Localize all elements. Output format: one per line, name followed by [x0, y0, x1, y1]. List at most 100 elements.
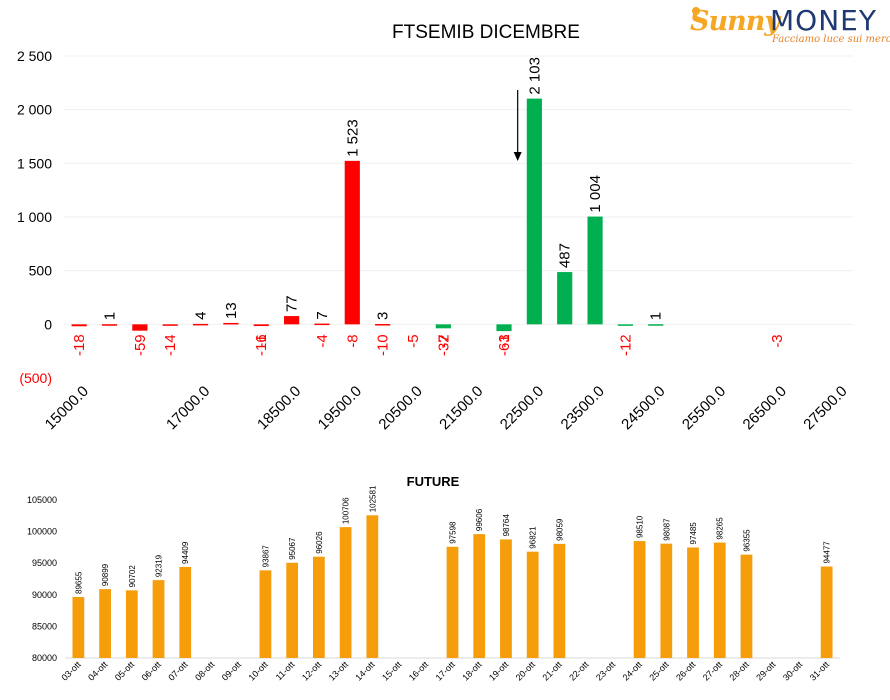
chart1-ytick-label: 2 000 — [17, 102, 52, 118]
chart1-xtick-label: 24500.0 — [618, 383, 668, 433]
chart2-bar — [446, 546, 459, 658]
chart2-xtick-label: 18-ott — [460, 659, 484, 683]
chart2-xtick-label: 15-ott — [380, 659, 404, 683]
chart2-xtick-label: 05-ott — [113, 659, 137, 683]
chart1-data-label: -8 — [344, 334, 361, 347]
chart1-bar — [557, 272, 573, 325]
chart1-data-label: -63 — [496, 334, 513, 356]
chart2-xtick-label: 03-ott — [59, 659, 83, 683]
chart2-xtick-label: 17-ott — [434, 659, 458, 683]
chart2-xtick-label: 16-ott — [407, 659, 431, 683]
chart1-data-label: 4 — [193, 312, 210, 320]
chart2-xtick-label: 26-ott — [674, 659, 698, 683]
chart1-data-label: -5 — [405, 334, 422, 347]
chart1-xtick-label: 17000.0 — [163, 383, 213, 433]
chart2-data-label: 93867 — [261, 545, 270, 568]
chart1-xtick-label: 25500.0 — [679, 383, 729, 433]
chart2-xtick-label: 28-ott — [728, 659, 752, 683]
logo-tagline: Facciamo luce sui mercati — [772, 34, 890, 45]
chart2-ytick-label: 90000 — [32, 590, 57, 600]
chart2-bar — [633, 541, 646, 658]
chart2-xtick-label: 07-ott — [166, 659, 190, 683]
chart1-data-label: 1 — [648, 312, 665, 320]
chart2-data-label: 92319 — [155, 554, 164, 577]
chart1-xtick-label: 20500.0 — [375, 383, 425, 433]
chart1-bar — [284, 316, 300, 325]
chart1-bar — [496, 324, 512, 332]
chart2-ytick-label: 105000 — [27, 495, 57, 505]
chart2-data-label: 94477 — [823, 541, 832, 564]
chart2-bar — [99, 589, 111, 658]
chart1-data-label: -3 — [769, 334, 786, 347]
chart1-xtick-label: 18500.0 — [254, 383, 304, 433]
chart2-data-label: 95067 — [288, 537, 297, 560]
chart1-bar — [253, 324, 269, 327]
chart1-bar — [162, 324, 178, 326]
chart1-bar — [344, 160, 360, 325]
chart1-ytick-label: (500) — [19, 370, 52, 386]
chart2-ytick-label: 80000 — [32, 653, 57, 663]
chart1-data-label: -18 — [71, 334, 88, 356]
chart1-bar — [223, 322, 239, 325]
chart2-data-label: 97598 — [449, 521, 458, 544]
chart2-data-label: 100706 — [342, 497, 351, 524]
chart2-xtick-label: 30-ott — [781, 659, 805, 683]
chart1-bar — [71, 324, 87, 327]
chart2-data-label: 97485 — [689, 522, 698, 545]
chart2-xtick-label: 19-ott — [487, 659, 511, 683]
chart1-data-label: 13 — [223, 302, 240, 319]
chart1-data-label: 1 — [102, 312, 119, 320]
chart2-xtick-label: 22-ott — [567, 659, 591, 683]
chart1-xtick-label: 27500.0 — [800, 383, 850, 433]
chart2-data-label: 102581 — [368, 485, 377, 512]
chart2-xtick-label: 12-ott — [300, 659, 324, 683]
chart2-xtick-label: 27-ott — [701, 659, 725, 683]
chart2-xtick-label: 10-ott — [246, 659, 270, 683]
chart1-xtick-label: 19500.0 — [315, 383, 365, 433]
chart1-data-label: 7 — [314, 311, 331, 319]
chart2-xtick-label: 25-ott — [647, 659, 671, 683]
logo-brand-left: Sunny — [690, 6, 780, 37]
chart2-bar — [339, 527, 352, 658]
chart1-data-label: 77 — [284, 295, 301, 312]
sun-icon — [692, 7, 700, 15]
chart2-data-label: 98265 — [716, 517, 725, 540]
chart1-xtick-label: 15000.0 — [42, 383, 92, 433]
chart1-bar — [375, 324, 391, 326]
chart1-bar — [587, 216, 603, 325]
chart1-bar — [192, 323, 209, 326]
chart1-data-label: -12 — [617, 334, 634, 356]
chart2-ytick-label: 95000 — [32, 558, 57, 568]
chart2-data-label: 90702 — [128, 565, 137, 588]
chart2-xtick-label: 04-ott — [86, 659, 110, 683]
chart2-data-label: 90899 — [101, 563, 110, 586]
chart1-ytick-label: 1 000 — [17, 209, 52, 225]
chart1-data-label: 487 — [557, 243, 574, 268]
chart1-data-label: -16 — [253, 334, 270, 356]
chart2-xtick-label: 11-ott — [274, 659, 297, 682]
chart2-bar — [553, 543, 566, 658]
chart2-title: FUTURE — [407, 474, 460, 489]
chart2-data-label: 89655 — [74, 571, 83, 594]
chart2-data-label: 98087 — [662, 518, 671, 541]
chart2-bar — [740, 554, 753, 658]
chart2-bar — [125, 590, 138, 658]
chart2-data-label: 99606 — [475, 508, 484, 531]
chart1-bar — [314, 323, 330, 326]
chart1-data-label: 2 103 — [526, 57, 543, 95]
chart1-ytick-label: 1 500 — [17, 155, 52, 171]
chart2-xtick-label: 08-ott — [193, 659, 217, 683]
chart1-xtick-label: 22500.0 — [497, 383, 547, 433]
chart2-data-label: 98059 — [555, 518, 564, 541]
chart1-data-label: -2 — [435, 334, 452, 347]
chart1-bar — [435, 324, 451, 329]
chart2-bar — [179, 566, 192, 658]
chart2-bar — [152, 580, 165, 658]
chart1-xtick-label: 26500.0 — [740, 383, 790, 433]
chart2-xtick-label: 21-ott — [540, 659, 564, 683]
chart1-xtick-label: 21500.0 — [436, 383, 486, 433]
chart2-data-label: 96821 — [529, 526, 538, 549]
chart2-xtick-label: 14-ott — [353, 659, 377, 683]
chart1-xtick-label: 23500.0 — [558, 383, 608, 433]
chart2-xtick-label: 23-ott — [594, 659, 618, 683]
